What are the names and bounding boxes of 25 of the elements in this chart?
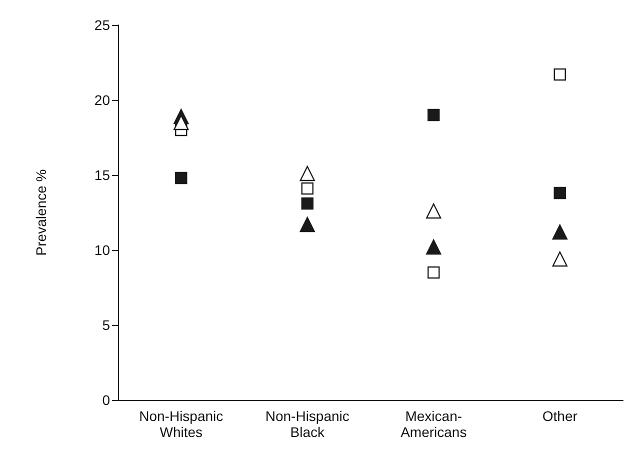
y-tick-label: 5: [102, 317, 110, 333]
y-tick-label: 15: [94, 167, 110, 183]
x-tick-label: Non-Hispanic Whites: [139, 408, 224, 440]
point: [301, 197, 314, 210]
point: [301, 182, 314, 195]
x-tick-label: Other: [542, 408, 578, 424]
point: [554, 186, 566, 200]
point: [300, 166, 315, 182]
y-tick-label: 25: [94, 17, 110, 33]
y-tick-label: 10: [94, 242, 110, 258]
point: [554, 68, 566, 81]
x-tick-label: Mexican- Americans: [400, 408, 467, 440]
point: [428, 108, 440, 122]
x-tick-label: Non-Hispanic Black: [265, 408, 350, 440]
point: [175, 172, 188, 184]
point: [552, 251, 568, 267]
y-axis-title: Prevalence %: [33, 169, 49, 256]
y-tick-label: 0: [102, 392, 110, 408]
y-tick-label: 20: [94, 92, 110, 108]
point: [174, 114, 189, 130]
point: [426, 239, 442, 255]
point: [552, 224, 568, 240]
point: [428, 266, 440, 279]
point: [426, 203, 442, 219]
point: [300, 216, 315, 232]
